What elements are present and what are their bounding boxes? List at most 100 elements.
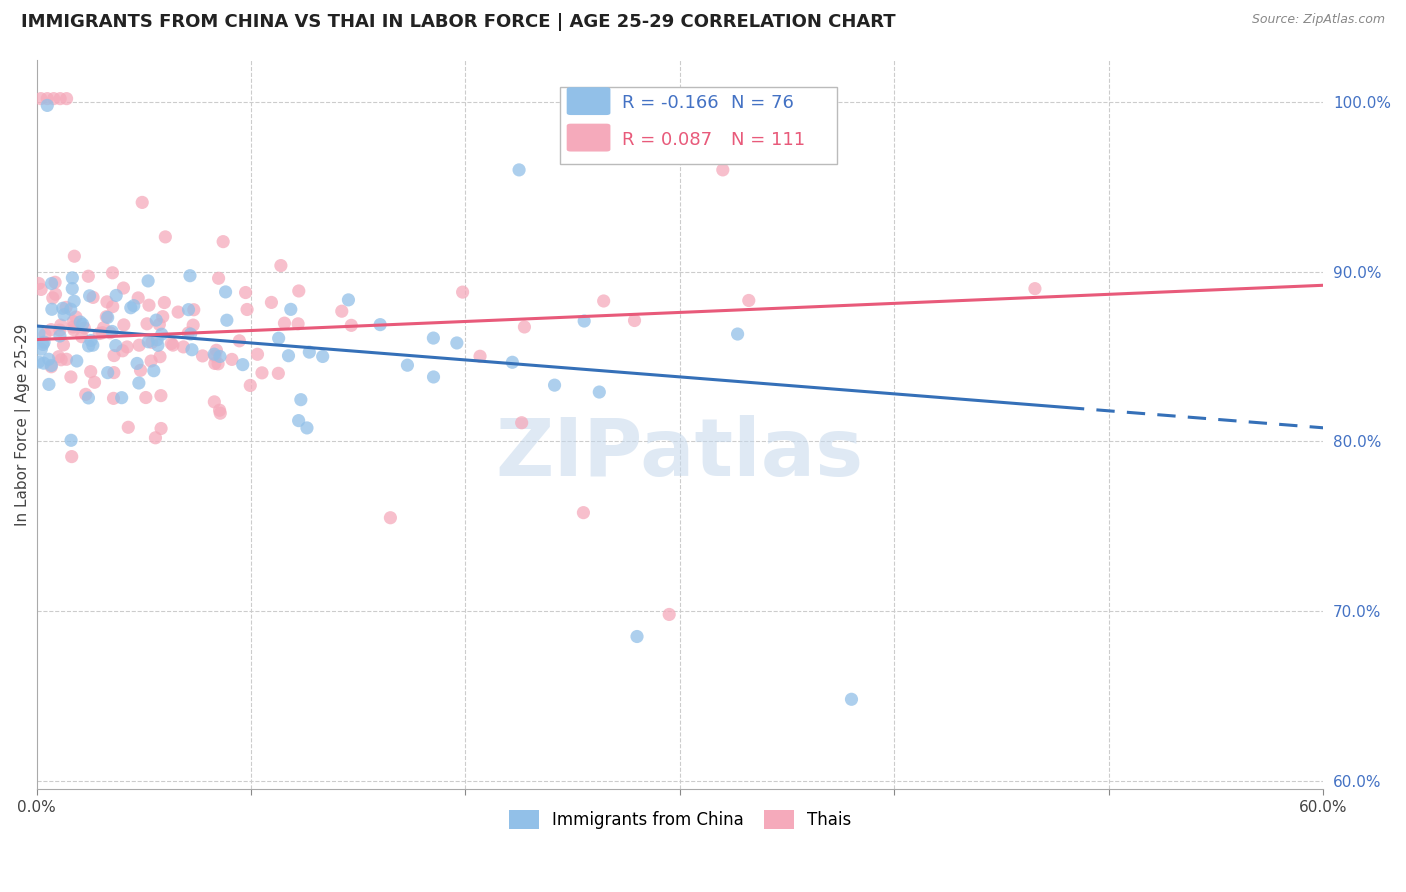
Point — [727, 326, 749, 341]
Point — [28, 277, 51, 291]
Point — [97, 366, 120, 380]
Point — [111, 343, 134, 358]
Point — [155, 230, 177, 244]
Point — [145, 313, 167, 327]
Point — [63, 294, 86, 309]
Point — [236, 302, 259, 317]
Point — [115, 340, 138, 354]
Point — [287, 414, 309, 428]
Point — [136, 274, 159, 288]
Point — [181, 343, 204, 357]
Point — [37, 92, 59, 106]
Text: ZIPatlas: ZIPatlas — [496, 415, 865, 492]
Point — [626, 630, 648, 644]
Point — [212, 235, 235, 249]
Point — [63, 249, 86, 263]
Point — [149, 389, 172, 403]
Y-axis label: In Labor Force | Age 25-29: In Labor Force | Age 25-29 — [15, 323, 31, 525]
Point — [202, 347, 225, 361]
Point — [209, 406, 232, 420]
Point — [510, 416, 533, 430]
Point — [592, 293, 614, 308]
FancyBboxPatch shape — [567, 87, 610, 115]
Text: N = 111: N = 111 — [731, 131, 806, 149]
Point — [39, 359, 62, 373]
Point — [96, 294, 118, 309]
Point — [330, 304, 353, 318]
Point — [42, 92, 65, 106]
Point — [543, 378, 565, 392]
Point — [177, 326, 200, 340]
Point — [103, 349, 125, 363]
Point — [288, 284, 311, 298]
Text: IMMIGRANTS FROM CHINA VS THAI IN LABOR FORCE | AGE 25-29 CORRELATION CHART: IMMIGRANTS FROM CHINA VS THAI IN LABOR F… — [21, 13, 896, 31]
Point — [146, 338, 169, 352]
Point — [148, 318, 170, 332]
Point — [69, 315, 91, 329]
Point — [468, 349, 491, 363]
Point — [120, 301, 142, 315]
Point — [623, 313, 645, 327]
Point — [111, 391, 134, 405]
Point — [55, 92, 77, 106]
Point — [841, 692, 863, 706]
Point — [82, 290, 104, 304]
Point — [150, 327, 173, 342]
Point — [75, 387, 97, 401]
Point — [260, 295, 283, 310]
Point — [65, 310, 87, 324]
Point — [101, 325, 124, 339]
Point — [572, 314, 595, 328]
Point — [49, 323, 72, 337]
Point — [70, 329, 93, 343]
Point — [122, 299, 145, 313]
Point — [142, 364, 165, 378]
Point — [30, 342, 52, 356]
Point — [235, 285, 257, 300]
FancyBboxPatch shape — [560, 87, 837, 164]
Point — [38, 377, 60, 392]
Text: R = -0.166: R = -0.166 — [621, 95, 718, 112]
Point — [39, 323, 62, 337]
Point — [49, 329, 72, 343]
Point — [298, 345, 321, 359]
Point — [141, 335, 163, 350]
Point — [32, 335, 55, 350]
Point — [32, 356, 55, 370]
Point — [41, 277, 63, 291]
Point — [205, 343, 228, 358]
Point — [177, 302, 200, 317]
Point — [117, 420, 139, 434]
Point — [105, 288, 128, 302]
Point — [150, 421, 173, 435]
Point — [214, 285, 236, 299]
Point — [280, 302, 302, 317]
Text: Source: ZipAtlas.com: Source: ZipAtlas.com — [1251, 13, 1385, 27]
Point — [172, 340, 194, 354]
Point — [138, 298, 160, 312]
Point — [191, 349, 214, 363]
Point — [55, 301, 77, 315]
Point — [588, 385, 610, 400]
Point — [96, 310, 118, 324]
Point — [77, 269, 100, 284]
Point — [136, 317, 159, 331]
Point — [368, 318, 391, 332]
Point — [181, 318, 204, 333]
Point — [451, 285, 474, 299]
Point — [49, 92, 72, 106]
Point — [52, 338, 75, 352]
Point — [30, 92, 52, 106]
Text: N = 76: N = 76 — [731, 95, 794, 112]
Point — [179, 268, 201, 283]
Point — [422, 370, 444, 384]
Point — [277, 349, 299, 363]
Point — [152, 310, 174, 324]
Point — [101, 300, 124, 314]
Point — [66, 354, 89, 368]
Point — [287, 317, 309, 331]
Point — [208, 350, 231, 364]
Point — [49, 318, 72, 332]
Point — [129, 363, 152, 377]
Point — [60, 450, 83, 464]
